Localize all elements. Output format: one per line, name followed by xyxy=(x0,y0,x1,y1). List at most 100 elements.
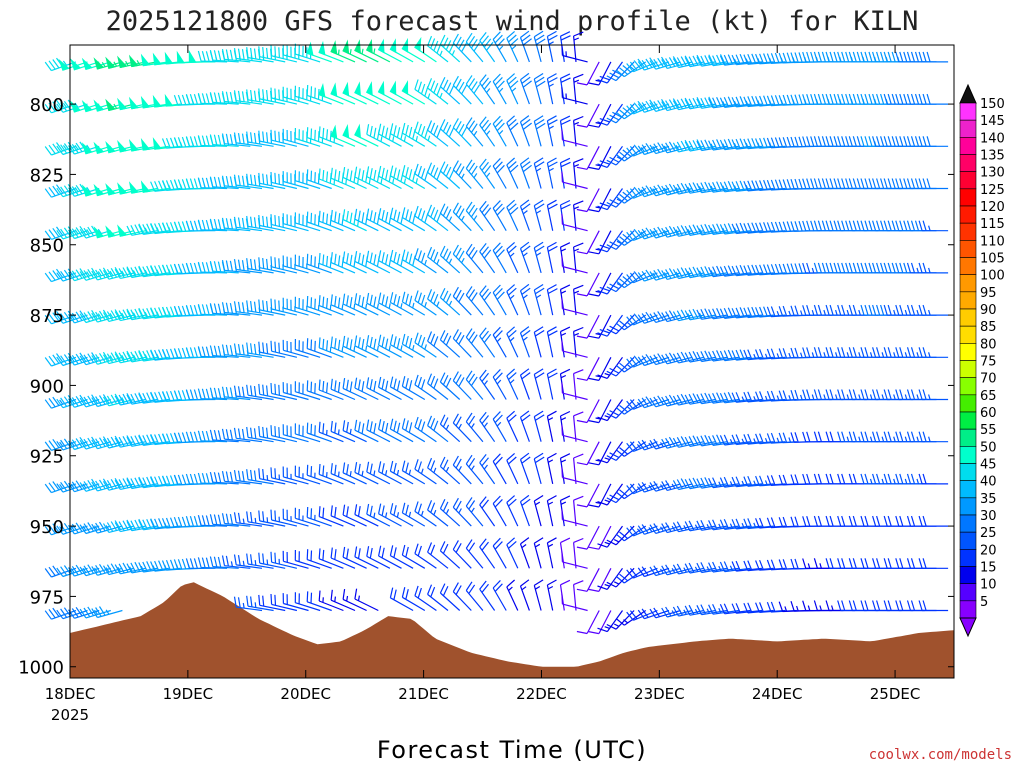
wind-barb xyxy=(479,327,496,358)
wind-barb xyxy=(258,468,286,485)
wind-barb xyxy=(719,180,751,193)
wind-barb xyxy=(492,579,507,611)
wind-barb xyxy=(427,331,449,358)
colorbar-label: 100 xyxy=(980,269,1005,284)
wind-barb xyxy=(354,504,379,527)
wind-barb xyxy=(546,537,557,569)
x-axis: 18DEC 19DEC 20DEC 21DEC 22DEC 23DEC 24DEC 25DEC… xyxy=(45,45,920,724)
wind-barb xyxy=(427,246,449,274)
wind-barb xyxy=(389,545,414,569)
wind-barb xyxy=(615,567,647,584)
wind-barb xyxy=(573,115,584,147)
wind-barb xyxy=(270,593,298,612)
wind-barb xyxy=(519,30,532,63)
wind-barb xyxy=(318,379,344,401)
wind-barb xyxy=(492,200,507,232)
wind-barb xyxy=(637,524,670,535)
wind-barb xyxy=(479,369,496,400)
wind-barb xyxy=(452,286,472,316)
wind-barb xyxy=(246,553,274,569)
wind-barb xyxy=(79,352,111,366)
credit-link[interactable]: coolwx.com/models xyxy=(869,747,1012,763)
wind-barb xyxy=(479,116,496,147)
wind-barb xyxy=(427,120,449,147)
colorbar-label: 60 xyxy=(980,406,997,421)
wind-barb xyxy=(79,267,111,281)
wind-barb xyxy=(452,582,472,611)
wind-barb xyxy=(427,542,449,569)
wind-barb xyxy=(378,208,402,232)
wind-barb xyxy=(672,351,705,364)
colorbar-swatch xyxy=(959,119,977,138)
wind-barb xyxy=(492,73,507,105)
wind-barb xyxy=(708,603,739,615)
wind-barb xyxy=(708,477,739,489)
wind-barb xyxy=(506,368,519,400)
wind-barb xyxy=(389,587,414,612)
wind-barb xyxy=(561,256,588,274)
colorbar-label: 90 xyxy=(980,303,997,318)
wind-barb xyxy=(573,242,584,273)
wind-barb xyxy=(719,223,751,235)
wind-barb xyxy=(731,476,763,488)
wind-barb xyxy=(649,268,681,281)
wind-barb xyxy=(708,350,739,362)
wind-barb xyxy=(626,567,658,579)
colorbar-swatch xyxy=(959,514,977,533)
wind-barb xyxy=(221,344,251,358)
wind-barb xyxy=(708,561,739,573)
wind-barb xyxy=(533,326,545,358)
wind-barb xyxy=(306,41,332,63)
wind-barb xyxy=(79,394,111,408)
wind-barb xyxy=(506,157,519,189)
colorbar-swatch xyxy=(959,377,977,396)
wind-barb xyxy=(479,200,496,232)
wind-barb xyxy=(221,259,251,274)
colorbar-swatch xyxy=(959,188,977,207)
wind-barb xyxy=(414,374,437,400)
wind-barb xyxy=(546,199,558,231)
wind-barb xyxy=(366,419,391,443)
wind-barb xyxy=(465,497,484,527)
wind-barb xyxy=(597,61,623,84)
wind-barb xyxy=(492,368,507,400)
wind-barb xyxy=(233,385,263,401)
wind-barb xyxy=(439,245,461,274)
wind-barb xyxy=(561,551,588,569)
wind-barb xyxy=(68,480,100,493)
wind-barb xyxy=(546,241,558,274)
wind-barb xyxy=(246,511,274,527)
wind-barb xyxy=(258,257,286,274)
wind-barb xyxy=(684,435,716,447)
wind-barb xyxy=(330,336,356,358)
wind-barb xyxy=(401,544,426,569)
wind-barb xyxy=(427,78,449,105)
wind-barb xyxy=(427,500,449,527)
wind-barb xyxy=(731,222,763,235)
wind-barb xyxy=(389,460,414,485)
wind-barb xyxy=(439,583,461,611)
wind-barb xyxy=(233,427,263,443)
x-tick-label: 24DEC xyxy=(752,685,803,703)
wind-barb xyxy=(197,346,228,358)
wind-barb xyxy=(258,510,286,527)
wind-barb xyxy=(427,162,449,189)
wind-barb xyxy=(439,372,461,400)
wind-barb xyxy=(366,335,391,358)
colorbar-swatch xyxy=(959,446,977,464)
wind-barb xyxy=(452,75,472,105)
wind-barb xyxy=(282,128,309,147)
wind-barb xyxy=(209,471,239,485)
wind-barb xyxy=(465,539,484,569)
colorbar-top-arrow xyxy=(959,83,977,104)
wind-barb xyxy=(233,512,263,527)
wind-barb xyxy=(401,207,426,232)
wind-barb xyxy=(270,382,298,401)
wind-barb xyxy=(79,478,111,492)
colorbar-label: 95 xyxy=(980,286,997,301)
wind-barb xyxy=(533,199,545,231)
wind-barb xyxy=(221,513,251,527)
wind-barb xyxy=(637,566,670,578)
colorbar-swatch xyxy=(959,428,977,447)
wind-barb xyxy=(330,378,356,401)
